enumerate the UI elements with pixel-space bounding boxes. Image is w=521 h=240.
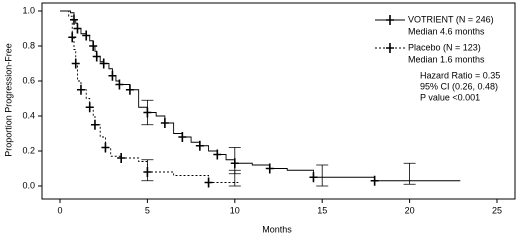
censor-mark: [115, 79, 124, 90]
censor-mark: [92, 51, 101, 62]
error-bar: [141, 99, 154, 126]
censor-mark: [117, 153, 126, 163]
y-tick-label: 0.8: [22, 40, 35, 50]
x-tick-label: 5: [145, 205, 150, 215]
x-tick-label: 0: [57, 205, 62, 215]
error-bar: [316, 164, 329, 187]
censor-mark: [68, 32, 77, 43]
legend-subtitle: Median 1.6 months: [408, 54, 485, 64]
censor-mark: [69, 14, 78, 25]
censor-mark: [82, 30, 91, 41]
censor-mark: [204, 177, 213, 188]
censor-mark: [71, 58, 80, 69]
y-tick-label: 0.6: [22, 75, 35, 85]
censor-mark: [90, 119, 99, 130]
censor-mark: [99, 58, 108, 69]
x-axis-label: Months: [262, 224, 292, 234]
censor-mark: [213, 149, 222, 160]
legend-marker: [386, 15, 394, 25]
km-curve: [60, 10, 239, 183]
legend-marker: [386, 43, 394, 53]
annotation: 95% CI (0.26, 0.48): [420, 81, 498, 91]
x-tick-label: 25: [492, 205, 502, 215]
error-bar: [403, 162, 416, 185]
censor-mark: [309, 172, 318, 183]
y-tick-label: 1.0: [22, 5, 35, 15]
y-tick-label: 0.0: [22, 180, 35, 190]
legend-label: VOTRIENT (N = 246): [408, 14, 494, 24]
censor-mark: [370, 175, 379, 186]
y-tick-label: 0.2: [22, 145, 35, 155]
censor-mark: [125, 84, 134, 95]
km-curve: [60, 10, 461, 182]
censor-mark: [85, 102, 94, 113]
censor-mark: [178, 132, 187, 142]
x-tick-label: 15: [317, 205, 327, 215]
x-tick-label: 20: [405, 205, 415, 215]
censor-mark: [73, 23, 82, 34]
censor-mark: [160, 118, 169, 128]
annotation: P value <0.001: [420, 92, 480, 102]
legend-label: Placebo (N = 123): [408, 42, 481, 52]
error-bar: [228, 147, 241, 175]
censor-mark: [101, 142, 110, 153]
x-tick-label: 10: [230, 205, 240, 215]
y-tick-label: 0.4: [22, 110, 35, 120]
censor-mark: [108, 70, 117, 81]
y-axis-label: Proportion Progression-Free: [3, 43, 13, 157]
plot-frame: [41, 2, 516, 200]
censor-mark: [265, 163, 274, 174]
legend-subtitle: Median 4.6 months: [408, 26, 485, 36]
error-bar: [228, 169, 241, 187]
censor-mark: [89, 41, 98, 51]
annotation: Hazard Ratio = 0.35: [420, 70, 500, 80]
censor-mark: [76, 84, 85, 95]
error-bar: [141, 159, 154, 182]
censor-mark: [195, 140, 204, 151]
